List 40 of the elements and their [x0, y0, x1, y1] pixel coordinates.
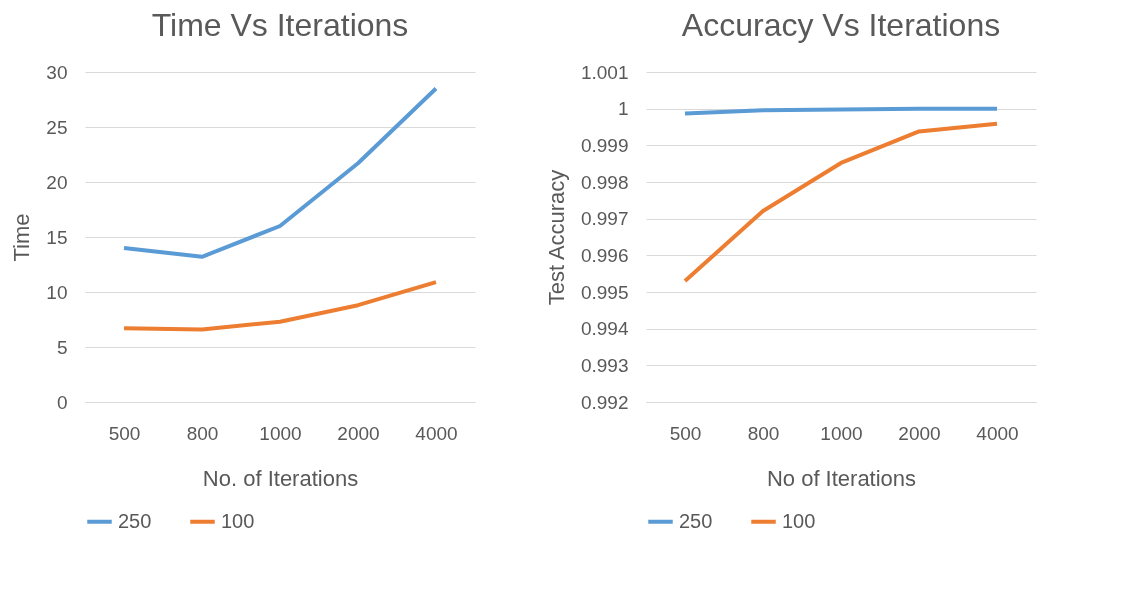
y-tick-label: 0.993 [580, 354, 629, 376]
x-tick-label: 800 [186, 422, 219, 444]
y-tick-label: 0.994 [580, 318, 629, 340]
y-tick-label: 1 [617, 98, 629, 120]
x-axis-title: No. of Iterations [202, 465, 359, 491]
y-tick-label: 15 [46, 226, 68, 248]
x-tick-label: 4000 [415, 422, 458, 444]
y-tick-label: 0.992 [580, 391, 629, 413]
y-tick-label: 0.995 [580, 281, 629, 303]
y-tick-label: 1.001 [580, 61, 629, 83]
y-tick-label: 10 [46, 281, 68, 303]
y-tick-label: 5 [56, 336, 68, 358]
line-series [122, 280, 438, 332]
y-axis-title: Time [9, 213, 35, 262]
line-series [683, 121, 999, 283]
x-tick-label: 800 [747, 422, 780, 444]
y-tick-label: 0.999 [580, 134, 629, 156]
y-tick-label: 20 [46, 171, 68, 193]
line-series [122, 86, 438, 259]
x-tick-label: 2000 [898, 422, 941, 444]
chart-title: Time Vs Iterations [151, 7, 409, 43]
x-tick-label: 500 [108, 422, 141, 444]
y-tick-label: 0.998 [580, 171, 629, 193]
y-tick-label: 0 [56, 391, 68, 413]
y-axis-title: Test Accuracy [543, 169, 569, 306]
x-tick-label: 2000 [337, 422, 380, 444]
y-tick-label: 0.997 [580, 208, 629, 230]
x-tick-label: 500 [669, 422, 702, 444]
x-tick-label: 4000 [976, 422, 1019, 444]
x-tick-label: 1000 [259, 422, 302, 444]
y-tick-label: 0.996 [580, 244, 629, 266]
legend-label: 250 [118, 509, 152, 532]
x-tick-label: 1000 [820, 422, 863, 444]
legend-label: 100 [221, 509, 255, 532]
x-axis-title: No of Iterations [766, 465, 917, 491]
chart-title: Accuracy Vs Iterations [681, 7, 1001, 43]
legend-label: 250 [679, 509, 713, 532]
legend-label: 100 [782, 509, 816, 532]
y-tick-label: 30 [46, 61, 68, 83]
y-tick-label: 25 [46, 116, 68, 138]
